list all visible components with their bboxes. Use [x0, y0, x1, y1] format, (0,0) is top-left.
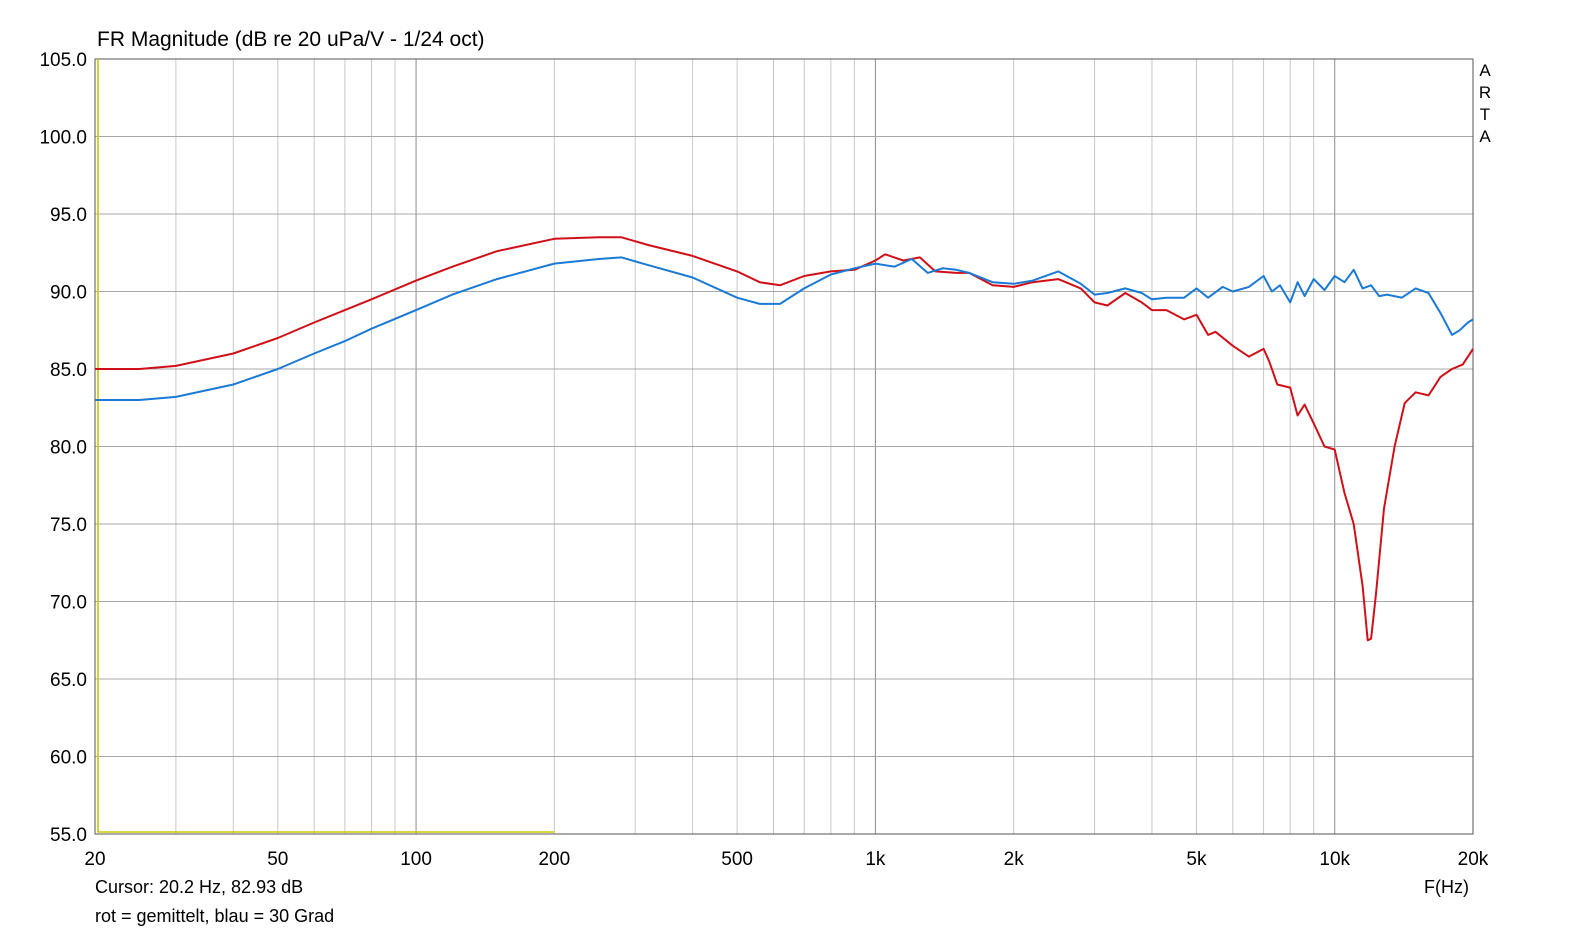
- x-tick-label: 1k: [865, 849, 886, 870]
- plot-frame: [94, 58, 1474, 835]
- x-tick-label: 2k: [1004, 849, 1025, 870]
- series-line-blue: [95, 256, 1474, 401]
- y-tick-label: 65.0: [50, 670, 87, 691]
- x-tick-label: 50: [267, 849, 288, 870]
- y-tick-label: 60.0: [50, 748, 87, 769]
- y-tick-label: 95.0: [50, 205, 87, 226]
- y-tick-label: 100.0: [39, 128, 87, 149]
- x-tick-label: 20: [84, 849, 105, 870]
- x-tick-label: 20k: [1458, 849, 1489, 870]
- cursor-line: [97, 59, 555, 833]
- series-layer: [95, 59, 1474, 833]
- y-tick-label: 105.0: [39, 50, 87, 71]
- x-tick-labels: 20 50 100 200 500 1k 2k 5k 10k 20k: [84, 849, 1488, 870]
- x-tick-label: 10k: [1319, 849, 1350, 870]
- arta-brand-label: ARTA: [1478, 61, 1492, 146]
- y-tick-label: 75.0: [50, 515, 87, 536]
- x-tick-label: 200: [538, 849, 570, 870]
- cursor-readout: Cursor: 20.2 Hz, 82.93 dB: [95, 877, 304, 897]
- x-tick-label: 5k: [1186, 849, 1207, 870]
- chart-title: FR Magnitude (dB re 20 uPa/V - 1/24 oct): [97, 28, 485, 51]
- x-tick-label: 100: [400, 849, 432, 870]
- y-tick-label: 80.0: [50, 438, 87, 459]
- y-tick-labels: 55.0 60.0 65.0 70.0 75.0 80.0 85.0 90.0 95.0 100.…: [39, 50, 87, 846]
- x-tick-label: 500: [721, 849, 753, 870]
- y-tick-label: 85.0: [50, 360, 87, 381]
- y-tick-label: 90.0: [50, 283, 87, 304]
- legend-text: rot = gemittelt, blau = 30 Grad: [95, 906, 335, 926]
- y-tick-label: 55.0: [50, 825, 87, 846]
- series-line-red: [95, 236, 1474, 642]
- y-tick-label: 70.0: [50, 593, 87, 614]
- grid-major-lines: [95, 58, 1473, 835]
- x-axis-label: F(Hz): [1424, 877, 1469, 897]
- plot-border: [94, 58, 1474, 835]
